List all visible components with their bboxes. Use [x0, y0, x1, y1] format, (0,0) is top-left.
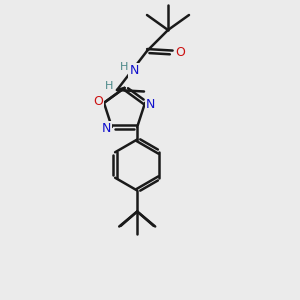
Text: H: H	[104, 81, 113, 92]
Text: H: H	[119, 62, 128, 73]
Text: N: N	[102, 122, 111, 135]
Text: O: O	[94, 95, 103, 108]
Text: O: O	[175, 46, 185, 59]
Text: N: N	[146, 98, 155, 111]
Text: N: N	[129, 64, 139, 77]
